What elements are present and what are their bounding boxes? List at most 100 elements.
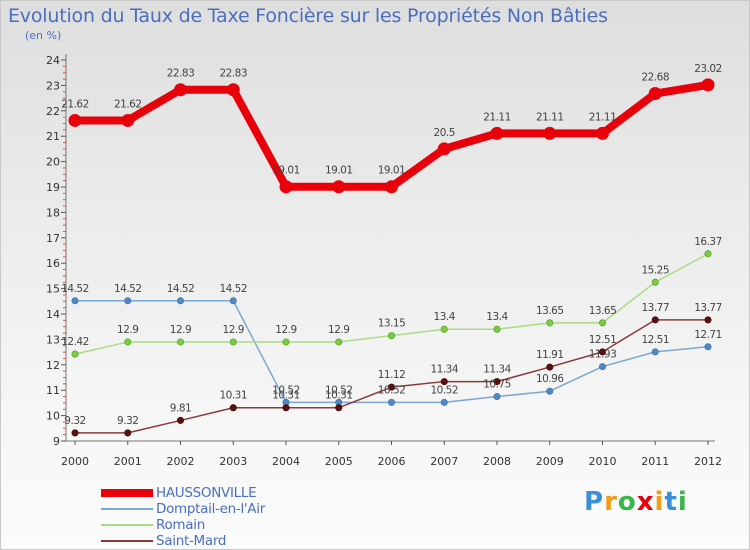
data-label: 13.77 — [694, 302, 722, 314]
x-tick-label: 2003 — [219, 455, 247, 468]
data-point — [493, 393, 501, 401]
proxiti-logo: Proxiti — [584, 487, 688, 517]
data-point — [704, 316, 712, 324]
data-point — [648, 87, 662, 101]
data-label: 21.11 — [589, 111, 617, 123]
data-label: 12.9 — [328, 324, 349, 336]
data-point — [651, 316, 659, 324]
y-tick-label: 18 — [46, 206, 60, 219]
data-label: 23.02 — [694, 63, 722, 75]
data-point — [598, 363, 606, 371]
data-point — [124, 429, 132, 437]
logo-letter: P — [584, 487, 605, 517]
data-point — [543, 126, 557, 140]
data-point — [229, 404, 237, 412]
data-point — [177, 416, 185, 424]
data-point — [71, 297, 79, 305]
data-label: 20.5 — [434, 127, 455, 139]
x-tick-label: 2006 — [378, 455, 406, 468]
y-tick-label: 24 — [46, 54, 60, 67]
data-label: 10.75 — [483, 379, 511, 391]
data-point — [387, 332, 395, 340]
data-point — [335, 404, 343, 412]
data-label: 13.77 — [641, 302, 669, 314]
data-label: 10.31 — [325, 390, 353, 402]
data-label: 14.52 — [167, 283, 195, 295]
data-label: 11.34 — [430, 364, 458, 376]
data-point — [387, 398, 395, 406]
data-label: 13.4 — [486, 311, 508, 323]
data-point — [701, 78, 715, 92]
x-tick-label: 2012 — [694, 455, 722, 468]
data-point — [546, 363, 554, 371]
data-point — [177, 297, 185, 305]
logo-letter: r — [604, 487, 618, 517]
y-tick-label: 10 — [46, 410, 60, 423]
data-label: 9.32 — [117, 415, 138, 427]
data-label: 12.9 — [170, 324, 191, 336]
data-point — [704, 343, 712, 351]
y-tick-label: 20 — [46, 156, 60, 169]
data-point — [282, 338, 290, 346]
data-label: 22.83 — [219, 68, 247, 80]
data-point — [440, 398, 448, 406]
data-point — [282, 404, 290, 412]
data-label: 12.9 — [223, 324, 244, 336]
data-label: 12.42 — [61, 336, 89, 348]
data-point — [440, 378, 448, 386]
data-label: 10.52 — [325, 384, 353, 396]
data-point — [177, 338, 185, 346]
legend-swatch-romain — [101, 524, 153, 526]
logo-letter: x — [636, 487, 655, 517]
y-tick-label: 11 — [46, 384, 60, 397]
y-tick-label: 22 — [46, 105, 60, 118]
y-tick-label: 14 — [46, 308, 60, 321]
data-label: 16.37 — [694, 236, 722, 248]
x-tick-label: 2007 — [430, 455, 458, 468]
data-label: 12.71 — [694, 329, 722, 341]
y-tick-label: 12 — [46, 359, 60, 372]
data-point — [493, 325, 501, 333]
legend-swatch-domptail — [101, 508, 153, 510]
legend-swatch-saint-mard — [101, 540, 153, 542]
x-tick-label: 2009 — [536, 455, 564, 468]
data-label: 14.52 — [61, 283, 89, 295]
data-label: 13.65 — [536, 305, 564, 317]
data-point — [335, 338, 343, 346]
logo-letter: i — [654, 487, 665, 517]
y-tick-label: 17 — [46, 232, 60, 245]
data-label: 9.81 — [170, 402, 191, 414]
data-point — [546, 319, 554, 327]
data-label: 12.51 — [641, 334, 669, 346]
axes: 9 10 11 12 13 14 15 16 17 18 19 20 21 22 23 24 2000 2001 2… — [46, 54, 722, 468]
data-point — [174, 83, 187, 97]
data-point — [226, 83, 240, 97]
data-point — [704, 250, 712, 258]
x-tick-label: 2004 — [272, 455, 300, 468]
data-point — [385, 180, 398, 194]
data-label: 12.9 — [275, 324, 296, 336]
data-label: 9.32 — [64, 415, 85, 427]
y-tick-label: 21 — [46, 130, 60, 143]
logo-letter: i — [677, 487, 688, 517]
data-label: 10.52 — [430, 384, 458, 396]
data-label: 13.4 — [434, 311, 456, 323]
data-label: 19.01 — [325, 165, 353, 177]
data-label: 21.11 — [483, 111, 511, 123]
data-point — [68, 113, 82, 127]
data-point — [229, 297, 237, 305]
data-label: 13.65 — [589, 305, 617, 317]
data-label: 14.52 — [219, 283, 247, 295]
data-point — [596, 126, 609, 140]
chart-title: Evolution du Taux de Taxe Foncière sur l… — [8, 5, 608, 27]
data-point — [332, 180, 346, 194]
y-axis-unit-label: (en %) — [25, 29, 62, 42]
x-tick-label: 2008 — [483, 455, 511, 468]
x-tick-label: 2000 — [61, 455, 89, 468]
data-label: 10.52 — [272, 384, 300, 396]
legend-label-haussonville: HAUSSONVILLE — [156, 485, 257, 501]
data-label: 12.51 — [589, 334, 617, 346]
logo-letter: t — [664, 487, 678, 517]
data-point — [651, 278, 659, 286]
